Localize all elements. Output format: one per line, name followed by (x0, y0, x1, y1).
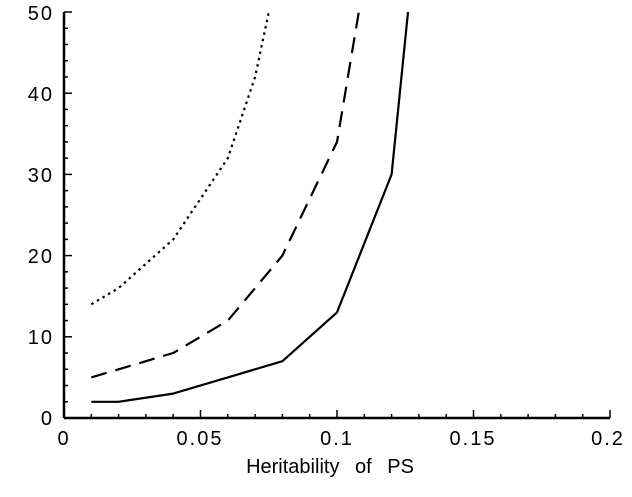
series-layer (90, 11, 410, 403)
x-tick-label: 0.2 (591, 428, 625, 450)
series-line-dashed (90, 11, 360, 379)
series-line-dotted (90, 11, 270, 306)
y-tick-label: 0 (41, 408, 54, 430)
y-tick-label: 30 (28, 165, 54, 187)
x-tick-label: 0.1 (320, 428, 354, 450)
x-tick-label: 0.15 (450, 428, 497, 450)
series-line-solid (91, 11, 410, 403)
y-tick-label: 10 (28, 327, 54, 349)
y-tick-label: 50 (28, 3, 54, 25)
x-tick-label: 0 (57, 428, 70, 450)
x-tick-label: 0.05 (177, 428, 224, 450)
y-tick-label: 20 (28, 246, 54, 268)
x-axis-title: Heritability of PS (246, 456, 414, 478)
y-tick-label: 40 (28, 84, 54, 106)
